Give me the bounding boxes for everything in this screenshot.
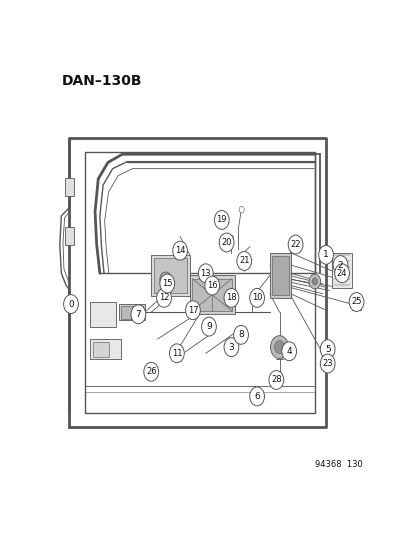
FancyBboxPatch shape bbox=[93, 342, 109, 358]
Circle shape bbox=[311, 278, 317, 285]
Circle shape bbox=[169, 344, 184, 363]
Circle shape bbox=[287, 235, 302, 254]
FancyBboxPatch shape bbox=[64, 178, 74, 196]
Circle shape bbox=[223, 338, 238, 357]
Circle shape bbox=[236, 252, 251, 270]
Text: 13: 13 bbox=[200, 269, 211, 278]
Text: 20: 20 bbox=[221, 238, 231, 247]
Text: 94368  130: 94368 130 bbox=[314, 461, 362, 470]
FancyBboxPatch shape bbox=[192, 279, 232, 311]
Circle shape bbox=[348, 293, 363, 311]
Text: 7: 7 bbox=[135, 310, 141, 319]
FancyBboxPatch shape bbox=[153, 258, 187, 293]
FancyBboxPatch shape bbox=[64, 227, 74, 245]
Circle shape bbox=[219, 233, 233, 252]
Text: 0: 0 bbox=[68, 300, 74, 309]
FancyBboxPatch shape bbox=[90, 302, 116, 327]
Circle shape bbox=[159, 274, 174, 293]
Circle shape bbox=[281, 342, 296, 361]
Text: 14: 14 bbox=[174, 246, 185, 255]
Circle shape bbox=[214, 211, 229, 229]
Circle shape bbox=[334, 264, 349, 282]
FancyBboxPatch shape bbox=[119, 304, 145, 320]
Circle shape bbox=[143, 362, 158, 381]
Text: 1: 1 bbox=[323, 251, 328, 259]
Text: 18: 18 bbox=[225, 293, 236, 302]
Circle shape bbox=[64, 295, 78, 313]
FancyBboxPatch shape bbox=[151, 255, 189, 296]
Circle shape bbox=[156, 288, 171, 308]
Text: 5: 5 bbox=[324, 345, 330, 354]
Circle shape bbox=[223, 288, 238, 308]
FancyBboxPatch shape bbox=[272, 256, 288, 295]
Circle shape bbox=[185, 301, 200, 320]
Circle shape bbox=[309, 274, 320, 289]
Text: 12: 12 bbox=[159, 293, 169, 302]
Text: 16: 16 bbox=[206, 281, 217, 290]
Circle shape bbox=[249, 288, 264, 308]
Text: 25: 25 bbox=[351, 297, 361, 306]
Circle shape bbox=[318, 245, 332, 264]
Text: 15: 15 bbox=[161, 279, 172, 288]
Text: 4: 4 bbox=[286, 347, 291, 356]
Text: 17: 17 bbox=[187, 306, 198, 314]
Circle shape bbox=[131, 305, 145, 324]
FancyBboxPatch shape bbox=[189, 276, 234, 314]
Text: DAN–130B: DAN–130B bbox=[61, 74, 142, 88]
FancyBboxPatch shape bbox=[121, 306, 142, 319]
Text: 22: 22 bbox=[290, 240, 300, 249]
Text: 9: 9 bbox=[206, 322, 211, 331]
Circle shape bbox=[172, 241, 187, 260]
Text: 24: 24 bbox=[336, 269, 347, 278]
Circle shape bbox=[198, 264, 213, 282]
Text: 2: 2 bbox=[337, 261, 342, 270]
Text: 10: 10 bbox=[251, 293, 262, 302]
Circle shape bbox=[201, 317, 216, 336]
FancyBboxPatch shape bbox=[90, 339, 121, 359]
Text: 23: 23 bbox=[322, 359, 332, 368]
Text: 19: 19 bbox=[216, 215, 226, 224]
Circle shape bbox=[270, 336, 288, 359]
Circle shape bbox=[274, 341, 284, 354]
Circle shape bbox=[159, 272, 171, 287]
Circle shape bbox=[162, 276, 168, 283]
Circle shape bbox=[233, 325, 248, 344]
Text: 11: 11 bbox=[171, 349, 182, 358]
Circle shape bbox=[320, 340, 334, 359]
Circle shape bbox=[204, 276, 219, 295]
Text: 3: 3 bbox=[228, 343, 234, 352]
Text: 6: 6 bbox=[254, 392, 259, 401]
Circle shape bbox=[320, 354, 334, 373]
Circle shape bbox=[229, 235, 233, 241]
Text: 28: 28 bbox=[271, 375, 281, 384]
Circle shape bbox=[249, 387, 264, 406]
FancyBboxPatch shape bbox=[351, 297, 360, 310]
Text: 26: 26 bbox=[145, 367, 156, 376]
Text: 8: 8 bbox=[237, 330, 243, 340]
Text: 21: 21 bbox=[238, 256, 249, 265]
Circle shape bbox=[332, 256, 347, 274]
FancyBboxPatch shape bbox=[269, 253, 290, 298]
Circle shape bbox=[239, 206, 244, 213]
FancyBboxPatch shape bbox=[332, 253, 351, 288]
Circle shape bbox=[268, 370, 283, 390]
